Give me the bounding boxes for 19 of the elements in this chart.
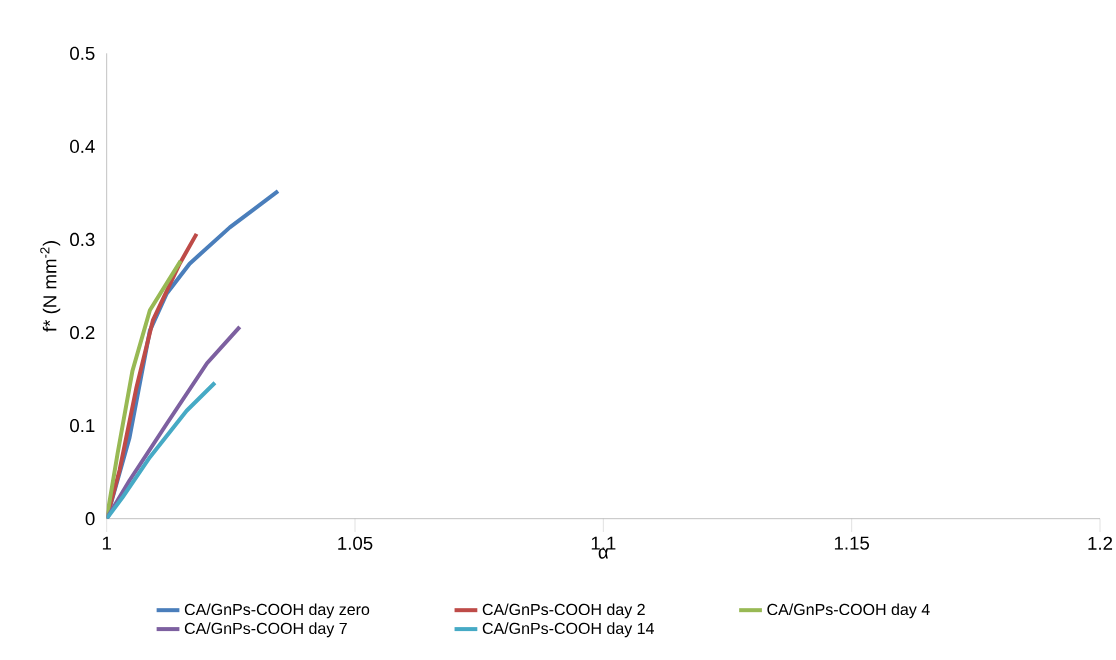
legend-label: CA/GnPs-COOH day zero [184, 603, 370, 619]
x-tick-label: 1.2 [1088, 536, 1113, 550]
x-tick-label: 1 [102, 536, 111, 550]
y-tick-label: 0 [85, 512, 95, 526]
x-axis-title: α [598, 548, 609, 559]
x-tick-label: 1.15 [834, 536, 870, 550]
y-tick-label: 0.5 [70, 46, 95, 60]
y-tick-label: 0.3 [70, 232, 95, 247]
line-series [106, 380, 217, 519]
x-tick-label: 1.05 [338, 536, 373, 550]
legend-label: CA/GnPs-COOH day 14 [482, 622, 654, 638]
y-tick-label: 0.4 [70, 139, 95, 154]
y-tick-label: 0.2 [70, 325, 95, 340]
legend-label: CA/GnPs-COOH day 7 [184, 622, 347, 638]
y-tick-label: 0.1 [70, 418, 95, 433]
legend-label: CA/GnPs-COOH day 2 [482, 603, 645, 619]
legend-label: CA/GnPs-COOH day 4 [767, 603, 930, 619]
x-tick-label: 1.1 [591, 536, 616, 550]
y-axis-title: f* (N mm$^{-2}$) [40, 241, 61, 332]
